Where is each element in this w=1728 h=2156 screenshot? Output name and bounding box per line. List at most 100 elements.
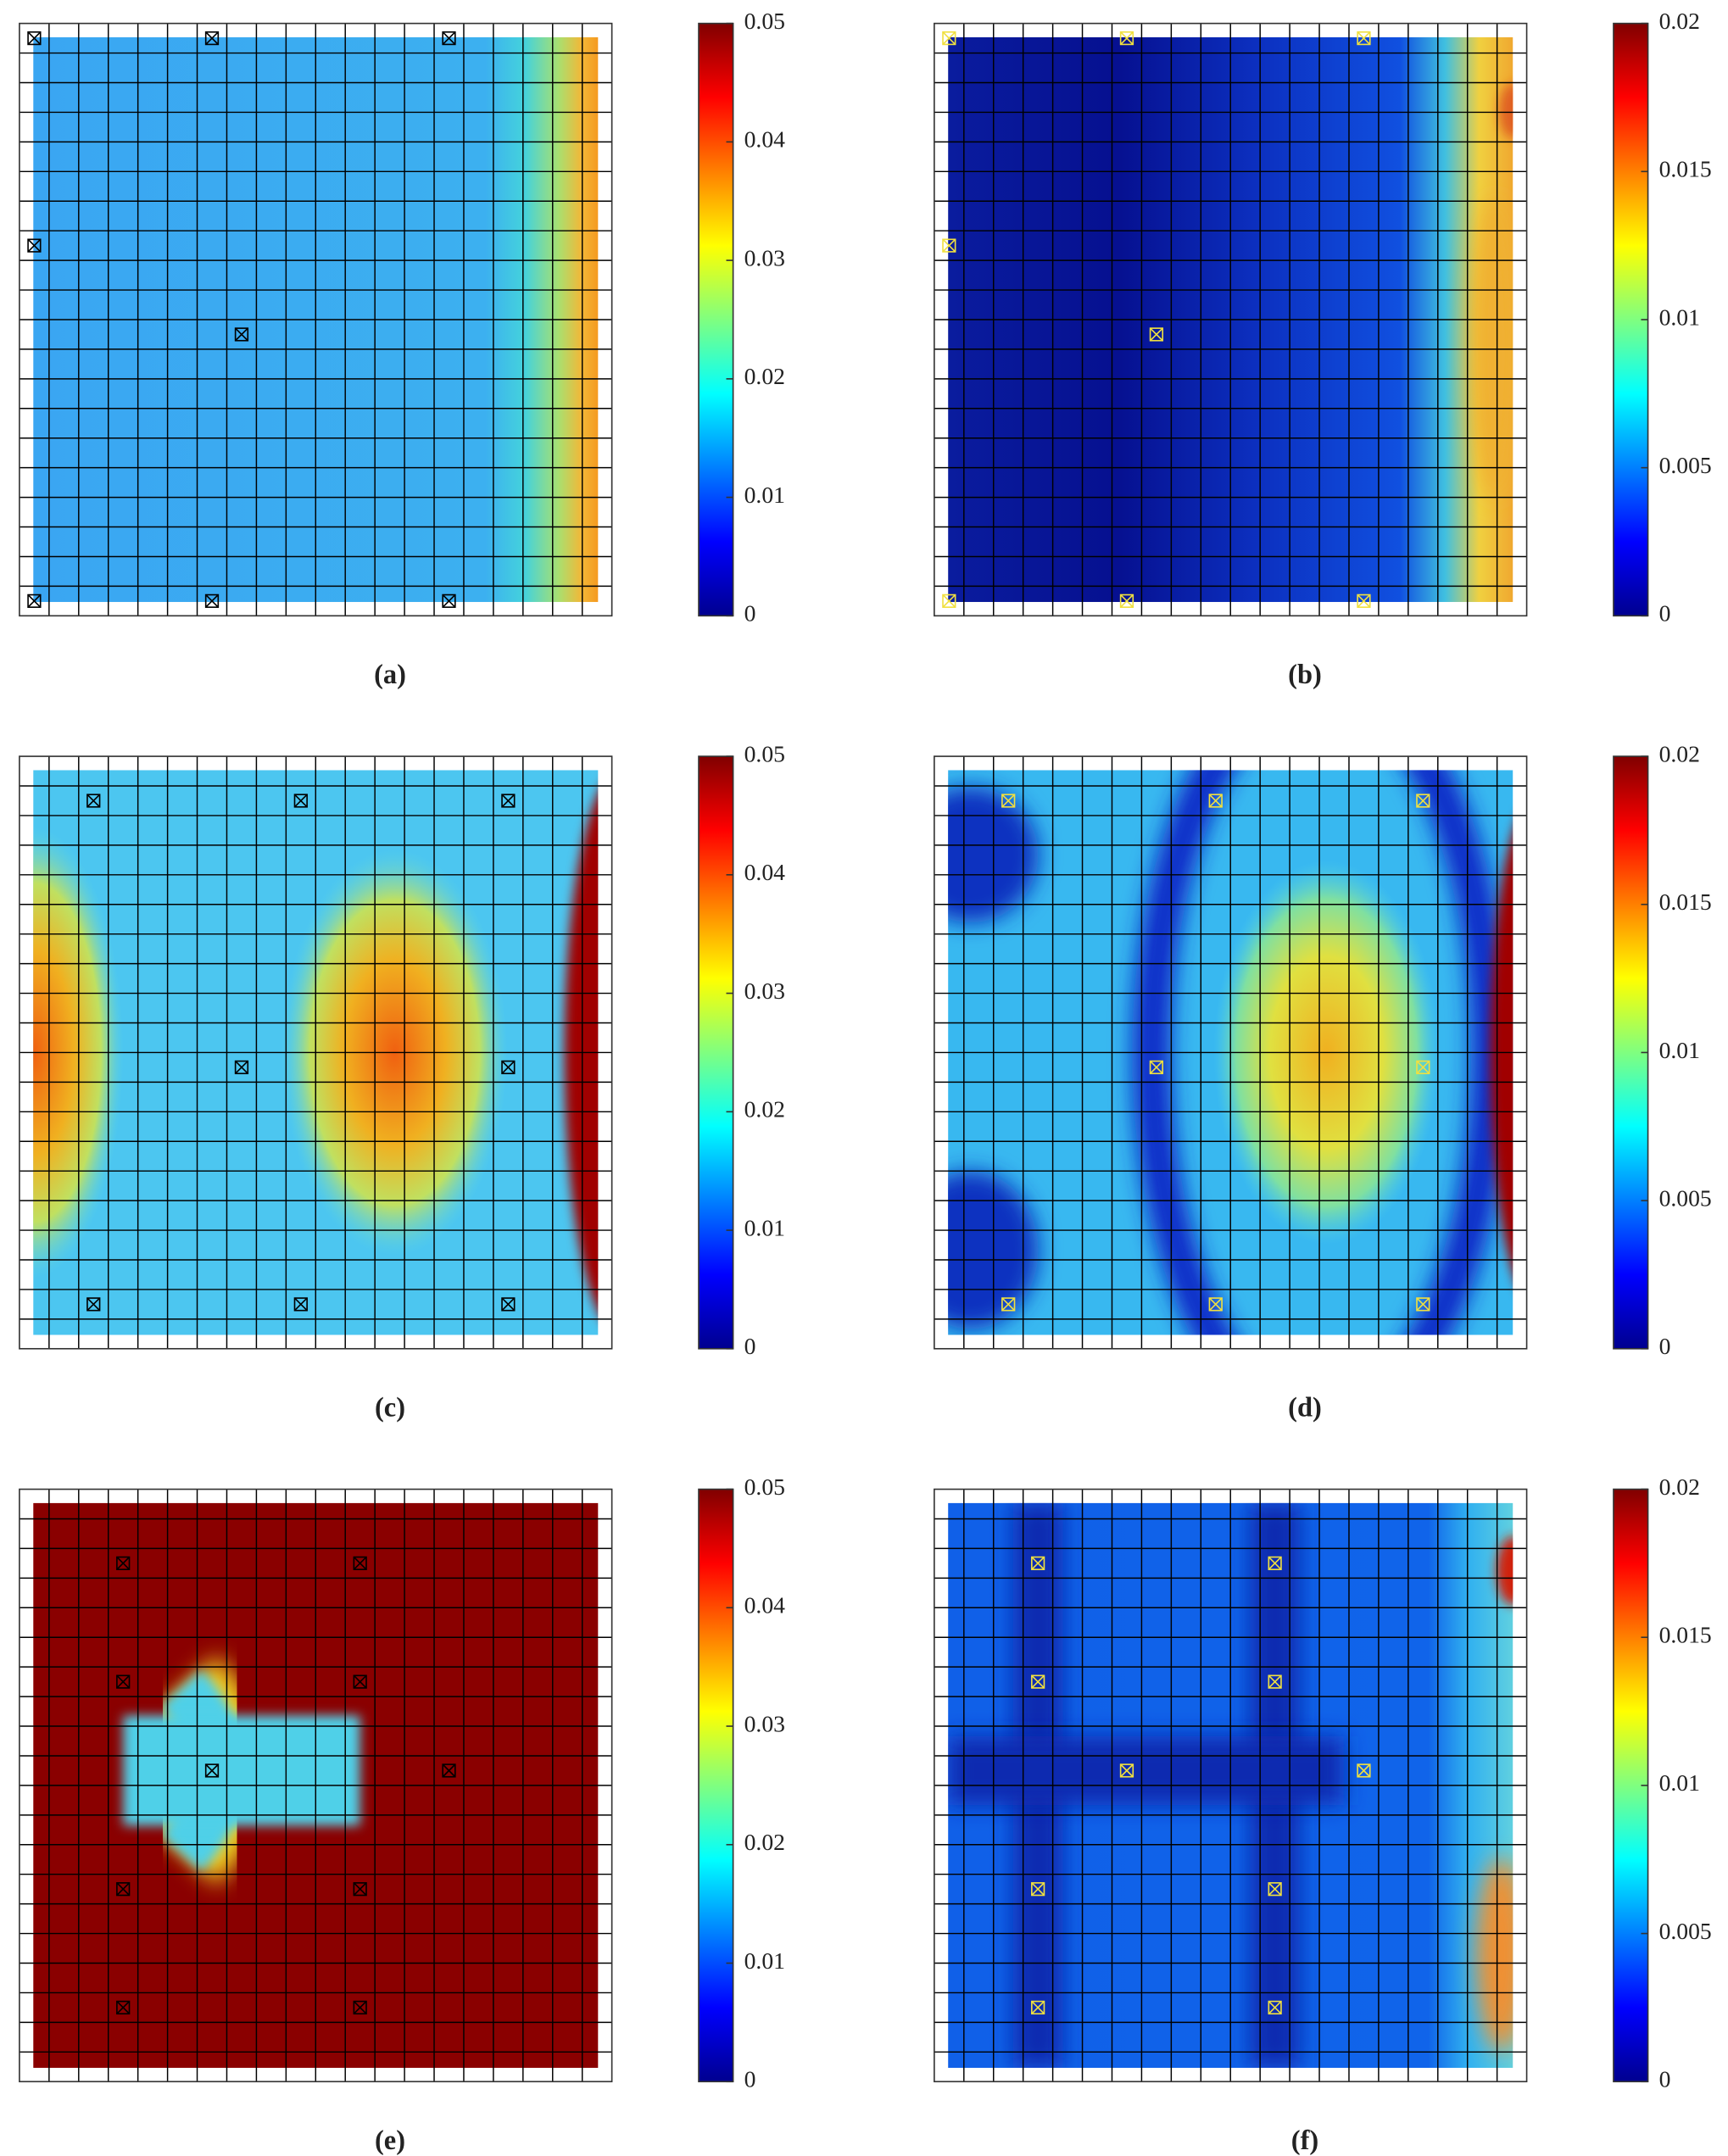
sensor-marker (204, 1763, 220, 1778)
plot-frame (934, 22, 1528, 617)
panel: 0 0.005 0.01 0.015 0.02 (d) (934, 740, 1712, 1423)
colorbar-tick-label: 0.02 (744, 1096, 785, 1123)
panel-label: (f) (1291, 2125, 1318, 2156)
sensor-marker (293, 794, 308, 808)
plot-frame (19, 755, 613, 1350)
colorbar-tick-label: 0.015 (1659, 156, 1712, 182)
colorbar-tick-label: 0.03 (744, 1710, 785, 1736)
colorbar-tick-label: 0.01 (744, 482, 785, 508)
panel: 0 0.01 0.02 0.03 0.04 0.05 (a) (19, 8, 786, 690)
colorbar (698, 22, 734, 617)
sensor-marker (1268, 1556, 1282, 1571)
sensor-marker (1268, 2000, 1282, 2015)
sensor-marker (353, 2000, 367, 2015)
sensor-marker (501, 1060, 516, 1075)
sensor-marker (86, 794, 101, 808)
colorbar-tick-label: 0 (1659, 2066, 1671, 2092)
colorbar-tick-label: 0.03 (744, 978, 785, 1004)
sensor-marker (942, 593, 956, 608)
sensor-marker (1031, 2000, 1045, 2015)
plot-frame (934, 755, 1528, 1350)
sensor-marker (204, 31, 220, 46)
plot-frame (934, 1488, 1528, 2083)
sensor-marker (1268, 1674, 1282, 1689)
colorbar-tick-label: 0.02 (744, 1829, 785, 1855)
sensor-marker (1357, 593, 1371, 608)
sensor-marker (442, 31, 456, 46)
sensor-marker (942, 31, 956, 46)
sensor-marker (1357, 1763, 1371, 1778)
colorbar-tick-label: 0.015 (1659, 1622, 1712, 1648)
sensor-marker (293, 1297, 308, 1312)
sensor-marker (1001, 794, 1016, 808)
sensor-marker (1416, 794, 1430, 808)
colorbar-tick-label: 0.02 (1659, 8, 1700, 34)
sensor-marker (234, 1060, 249, 1075)
plot-frame (19, 22, 613, 617)
colorbar-tick-label: 0.04 (744, 1592, 786, 1618)
sensor-marker (204, 593, 220, 608)
colorbar-tick-label: 0 (1659, 600, 1671, 627)
plot-frame (19, 1488, 613, 2083)
sensor-marker (116, 1556, 131, 1571)
sensor-marker (1208, 794, 1223, 808)
colorbar-tick-label: 0.05 (744, 740, 785, 766)
sensor-marker (1416, 1060, 1430, 1075)
colorbar-tick-label: 0.02 (1659, 1474, 1700, 1500)
sensor-marker (442, 593, 456, 608)
colorbar-tick-label: 0.01 (1659, 1037, 1700, 1063)
sensor-marker (1119, 1763, 1134, 1778)
sensor-marker (1001, 1297, 1016, 1312)
sensor-marker (1031, 1882, 1045, 1897)
sensor-marker (1149, 327, 1164, 342)
sensor-marker (1031, 1556, 1045, 1571)
sensor-marker (86, 1297, 101, 1312)
sensor-marker (501, 1297, 516, 1312)
panel: 0 0.005 0.01 0.015 0.02 (f) (934, 1474, 1712, 2156)
colorbar-tick-label: 0.015 (1659, 889, 1712, 915)
colorbar-tick-label: 0.005 (1659, 1184, 1712, 1211)
sensor-marker (234, 327, 249, 342)
sensor-marker (1357, 31, 1371, 46)
colorbar-tick-label: 0.02 (744, 363, 785, 389)
sensor-marker (1119, 593, 1134, 608)
colorbar-tick-label: 0.05 (744, 8, 785, 34)
panel: 0 0.005 0.01 0.015 0.02 (b) (934, 8, 1712, 690)
colorbar-tick-label: 0 (744, 2066, 756, 2092)
sensor-marker (501, 794, 516, 808)
colorbar-tick-label: 0.01 (744, 1214, 785, 1240)
sensor-marker (116, 1674, 131, 1689)
colorbar-tick-label: 0.01 (744, 1947, 785, 1974)
panel: 0 0.01 0.02 0.03 0.04 0.05 (c) (19, 740, 786, 1423)
sensor-marker (1119, 31, 1134, 46)
panel: 0 0.01 0.02 0.03 0.04 0.05 (e) (19, 1474, 786, 2156)
sensor-marker (1268, 1882, 1282, 1897)
colorbar-tick-label: 0.01 (1659, 1769, 1700, 1796)
colorbar-tick-label: 0 (744, 1333, 756, 1359)
panel-label: (e) (375, 2125, 405, 2156)
colorbar (698, 755, 734, 1350)
panel-label: (a) (374, 660, 406, 690)
colorbar-tick-label: 0.005 (1659, 452, 1712, 478)
sensor-marker (353, 1882, 367, 1897)
sensor-marker (1208, 1297, 1223, 1312)
colorbar-tick-label: 0 (744, 600, 756, 627)
sensor-marker (27, 31, 42, 46)
colorbar-tick-label: 0.04 (744, 126, 786, 153)
colorbar (698, 1488, 734, 2083)
colorbar-tick-label: 0.05 (744, 1474, 785, 1500)
colorbar-tick-label: 0.02 (1659, 740, 1700, 766)
panel-label: (d) (1288, 1392, 1322, 1423)
colorbar-tick-label: 0.01 (1659, 304, 1700, 330)
sensor-marker (442, 1763, 456, 1778)
sensor-marker (1149, 1060, 1164, 1075)
sensor-marker (116, 2000, 131, 2015)
colorbar-tick-label: 0 (1659, 1333, 1671, 1359)
sensor-marker (116, 1882, 131, 1897)
colorbar-tick-label: 0.005 (1659, 1918, 1712, 1944)
sensor-marker (353, 1674, 367, 1689)
colorbar-tick-label: 0.04 (744, 859, 786, 885)
panel-label: (c) (375, 1392, 405, 1423)
